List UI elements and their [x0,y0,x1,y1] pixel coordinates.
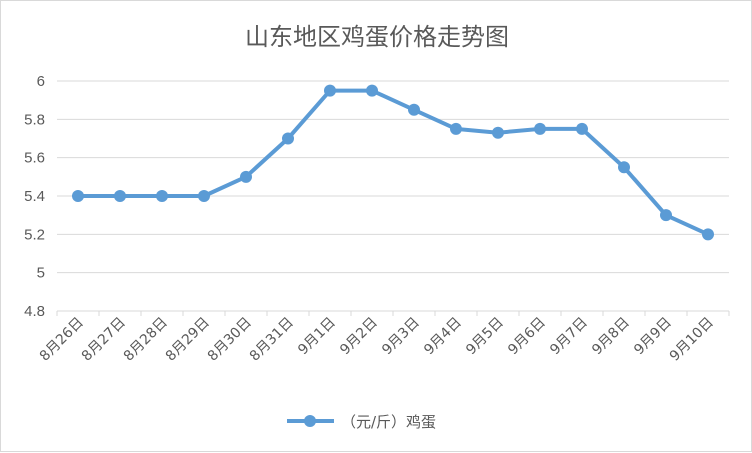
data-point [156,190,168,202]
data-point [576,122,588,135]
data-point [492,126,504,139]
y-tick-label: 5.6 [24,150,45,167]
x-tick-label: 8月28日 [121,315,171,365]
y-tick-label: 6 [37,73,45,90]
x-tick-label: 9月10日 [667,315,717,365]
series-line-egg-price [76,88,710,237]
x-tick-label: 9月4日 [421,315,465,359]
data-point [114,190,126,202]
legend-marker-swatch [304,415,316,427]
x-axis-ticks: 8月26日8月27日8月28日8月29日8月30日8月31日9月1日9月2日9月… [37,311,730,365]
x-tick-label: 9月6日 [505,315,549,359]
x-tick-label: 9月1日 [295,315,339,359]
x-tick-label: 8月30日 [205,315,255,365]
data-point [534,122,546,135]
data-point [408,103,420,116]
data-point [324,84,336,97]
x-tick-label: 9月5日 [463,315,507,359]
x-tick-label: 9月8日 [589,315,633,359]
data-point [618,161,630,174]
data-point [660,209,672,222]
y-tick-label: 4.8 [24,303,45,320]
x-tick-label: 9月3日 [379,315,423,359]
y-tick-label: 5.8 [24,111,45,128]
legend: （元/斤）鸡蛋 [287,413,436,431]
chart-title: 山东地区鸡蛋价格走势图 [245,23,509,51]
data-point [240,170,252,183]
data-point [450,122,462,135]
y-tick-label: 5.2 [24,226,45,243]
data-point [702,228,714,241]
series-layer [72,84,714,241]
y-tick-label: 5 [37,265,45,282]
legend-label: （元/斤）鸡蛋 [341,413,436,431]
y-axis-ticks: 4.8 5 5.2 5.4 5.6 5.8 6 [24,73,45,320]
x-tick-label: 8月29日 [163,315,213,365]
data-point [72,190,84,202]
y-tick-label: 5.4 [24,188,45,205]
data-point [282,132,294,145]
x-tick-label: 8月27日 [79,315,129,365]
x-tick-label: 9月7日 [547,315,591,359]
x-tick-label: 9月2日 [337,315,381,359]
x-tick-label: 8月31日 [247,315,297,365]
x-tick-label: 8月26日 [37,315,87,365]
data-point [198,190,210,202]
data-point [366,84,378,97]
